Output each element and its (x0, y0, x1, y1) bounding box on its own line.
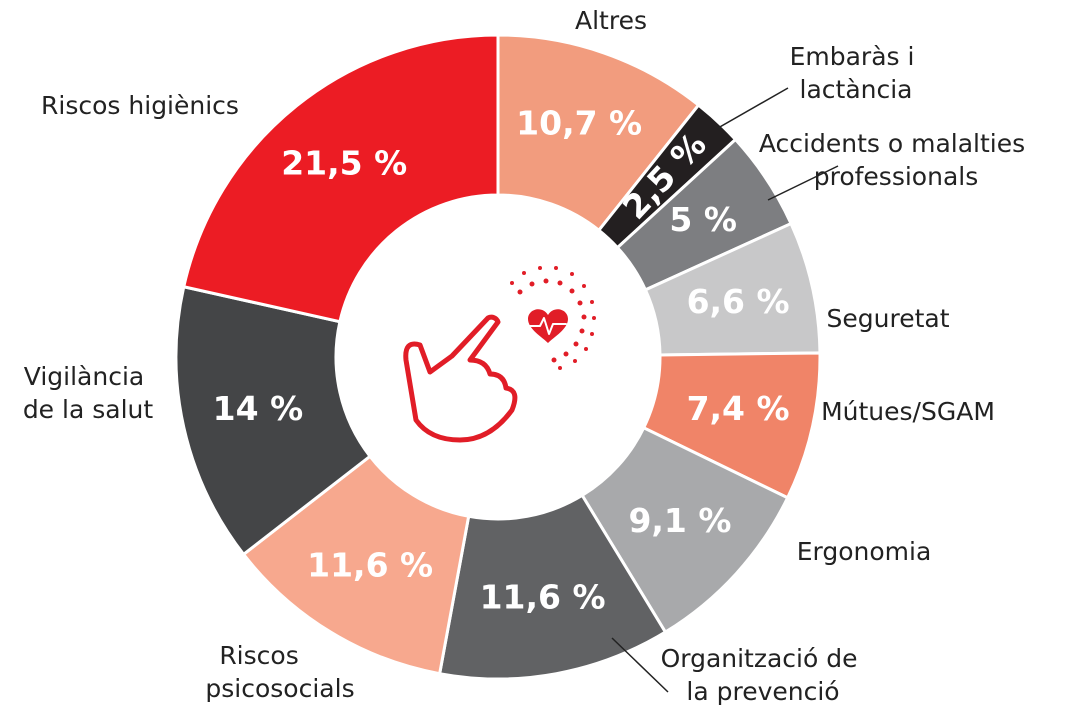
center-icon (403, 266, 596, 443)
value-label: 21,5 % (281, 144, 407, 183)
leader-line (611, 637, 669, 693)
leader-line (767, 165, 839, 201)
category-label: Altres (575, 6, 647, 35)
category-label: Organització de la prevenció (661, 644, 866, 705)
leader-lines (611, 87, 839, 693)
category-label: Seguretat (827, 304, 950, 333)
wedge (174, 284, 373, 557)
category-label: Mútues/SGAM (821, 397, 995, 426)
category-label: Riscos higiènics (41, 91, 239, 120)
category-label: Embaràs i lactància (790, 42, 923, 104)
value-label: 11,6 % (480, 577, 606, 616)
category-label: Accidents o malalties professionals (759, 129, 1033, 191)
value-label: 7,4 % (687, 389, 790, 428)
value-label: 5 % (669, 200, 737, 239)
value-label: 6,6 % (687, 282, 790, 321)
category-label: Ergonomia (797, 537, 932, 566)
category-label: Vigilància de la salut (23, 362, 154, 424)
value-label: 11,6 % (307, 546, 433, 585)
leader-line (717, 87, 789, 129)
category-label: Riscos psicosocials (205, 641, 354, 703)
donut (174, 33, 822, 681)
value-label: 14 % (213, 389, 303, 428)
wedge (181, 33, 500, 324)
value-label: 10,7 % (516, 103, 642, 142)
value-label: 9,1 % (628, 501, 731, 540)
